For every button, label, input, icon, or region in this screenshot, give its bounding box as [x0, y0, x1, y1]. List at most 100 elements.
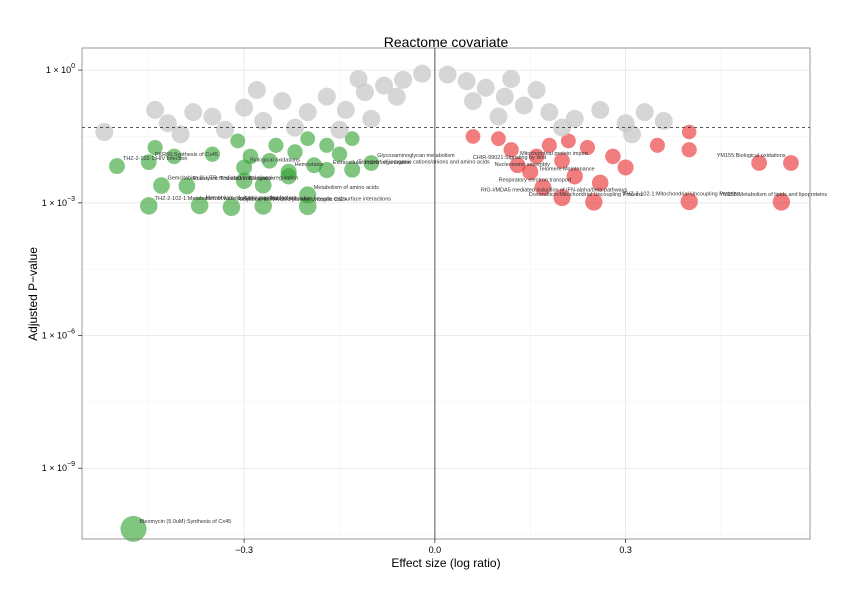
point-up-6 [522, 163, 539, 180]
point-nonsignificant-34 [387, 87, 406, 106]
point-nonsignificant-1 [146, 100, 165, 119]
point-nonsignificant-3 [184, 103, 203, 122]
y-axis-label: Adjusted P−value [26, 247, 40, 341]
point-up-20 [491, 131, 506, 147]
point-up-8 [554, 152, 570, 169]
point-up-5 [566, 168, 583, 185]
y-tick-label: 1 × 10−9 [42, 461, 75, 473]
point-up-9 [751, 155, 768, 171]
point-label: Response to elevated platelet cytosolic … [237, 197, 347, 203]
point-down-16 [235, 172, 253, 189]
point-up-2 [772, 193, 791, 211]
point-label: PKR66:Synthesis of Cx45 [155, 152, 218, 158]
point-label: YM155:Biological oxidations [717, 153, 786, 159]
point-nonsignificant-12 [375, 76, 394, 95]
point-nonsignificant-22 [591, 100, 610, 119]
point-nonsignificant-4 [203, 107, 222, 126]
point-label: Transport of inorganic cations/anions an… [358, 160, 490, 166]
point-nonsignificant-28 [489, 107, 508, 126]
point-label: Eukaryotic Translation Elongation [193, 176, 275, 182]
point-down-25 [166, 148, 182, 165]
point-down-15 [363, 155, 380, 171]
point-down-1 [139, 197, 158, 215]
point-down-24 [147, 139, 163, 156]
x-axis-label: Effect size (log ratio) [391, 556, 500, 570]
point-label: Integrin cell surface interactions [314, 196, 392, 202]
point-down-2 [190, 196, 209, 215]
point-nonsignificant-16 [457, 72, 476, 91]
point-down-18 [280, 168, 297, 185]
point-label: Telomere Maintenance [539, 166, 595, 172]
points [95, 64, 799, 542]
point-nonsignificant-35 [464, 92, 483, 111]
point-down-28 [287, 144, 303, 160]
plot-border [81, 47, 811, 540]
point-label: RIG-I/MDA5 mediated induction of IFN-alp… [481, 188, 628, 194]
point-down-0 [120, 515, 147, 542]
point-down-19 [306, 157, 323, 174]
point-up-15 [605, 148, 621, 165]
point-nonsignificant-8 [298, 103, 317, 122]
point-label: YM155:Metabolism of lipids and lipoprote… [720, 192, 828, 198]
point-nonsignificant-26 [622, 125, 641, 144]
point-label: THZ-2-102-1:Metabolism of water-soluble … [155, 196, 278, 202]
point-nonsignificant-6 [254, 111, 273, 130]
point-up-17 [579, 139, 596, 156]
point-nonsignificant-15 [438, 65, 457, 84]
point-down-17 [254, 176, 272, 194]
point-label: Metabolism of amino acids [314, 185, 379, 191]
point-nonsignificant-9 [317, 87, 336, 106]
point-down-23 [344, 131, 360, 147]
point-up-10 [783, 155, 799, 171]
point-down-27 [230, 133, 246, 149]
point-nonsignificant-13 [394, 70, 413, 89]
point-nonsignificant-24 [635, 103, 654, 122]
point-nonsignificant-36 [527, 81, 546, 100]
point-label: THZ-2-102-1:Mitochondrial Uncoupling Pro… [623, 191, 740, 197]
point-nonsignificant-0 [95, 123, 114, 142]
point-nonsignificant-10 [336, 100, 355, 119]
point-down-8 [299, 186, 317, 204]
point-down-7 [178, 177, 196, 195]
point-up-22 [528, 148, 545, 165]
point-down-3 [222, 198, 241, 217]
point-nonsignificant-7 [273, 92, 292, 111]
point-label: Bleomycin (5.0uM):Synthesis of Cx45 [140, 519, 232, 525]
point-down-30 [261, 152, 278, 169]
point-label: Gemcitabine:3'-UTR mediated translationa… [167, 176, 298, 182]
point-up-12 [681, 124, 697, 140]
point-nonsignificant-18 [495, 87, 514, 106]
chart-title: Reactome covariate [384, 34, 509, 50]
point-up-21 [465, 129, 481, 144]
point-nonsignificant-32 [171, 125, 190, 144]
point-nonsignificant-38 [349, 69, 368, 88]
point-nonsignificant-14 [413, 64, 432, 83]
point-nonsignificant-25 [654, 111, 673, 130]
point-down-6 [153, 177, 170, 194]
point-down-31 [242, 148, 259, 165]
point-down-4 [254, 197, 272, 215]
point-up-1 [680, 192, 698, 211]
point-down-10 [109, 158, 125, 175]
point-label: Metabolism of vitamins and cofactors [206, 195, 297, 201]
point-nonsignificant-29 [362, 109, 381, 128]
point-label: Biological oxidations [250, 157, 300, 163]
point-up-19 [503, 142, 519, 158]
y-tick-label: 1 × 100 [46, 63, 75, 75]
point-label: Extracellular matrix organization [333, 160, 411, 166]
point-up-18 [541, 137, 557, 153]
point-up-4 [534, 178, 552, 196]
point-up-14 [617, 159, 634, 176]
point-down-9 [344, 161, 361, 178]
point-down-29 [319, 137, 335, 153]
point-nonsignificant-33 [330, 120, 349, 139]
point-nonsignificant-37 [247, 81, 266, 100]
x-tick-label: 0.3 [619, 545, 632, 555]
point-nonsignificant-17 [476, 78, 495, 97]
x-tick-label: −0.3 [235, 545, 253, 555]
point-label: Mitochondrial protein import [520, 151, 588, 157]
point-label: Platelet activation [269, 196, 312, 202]
